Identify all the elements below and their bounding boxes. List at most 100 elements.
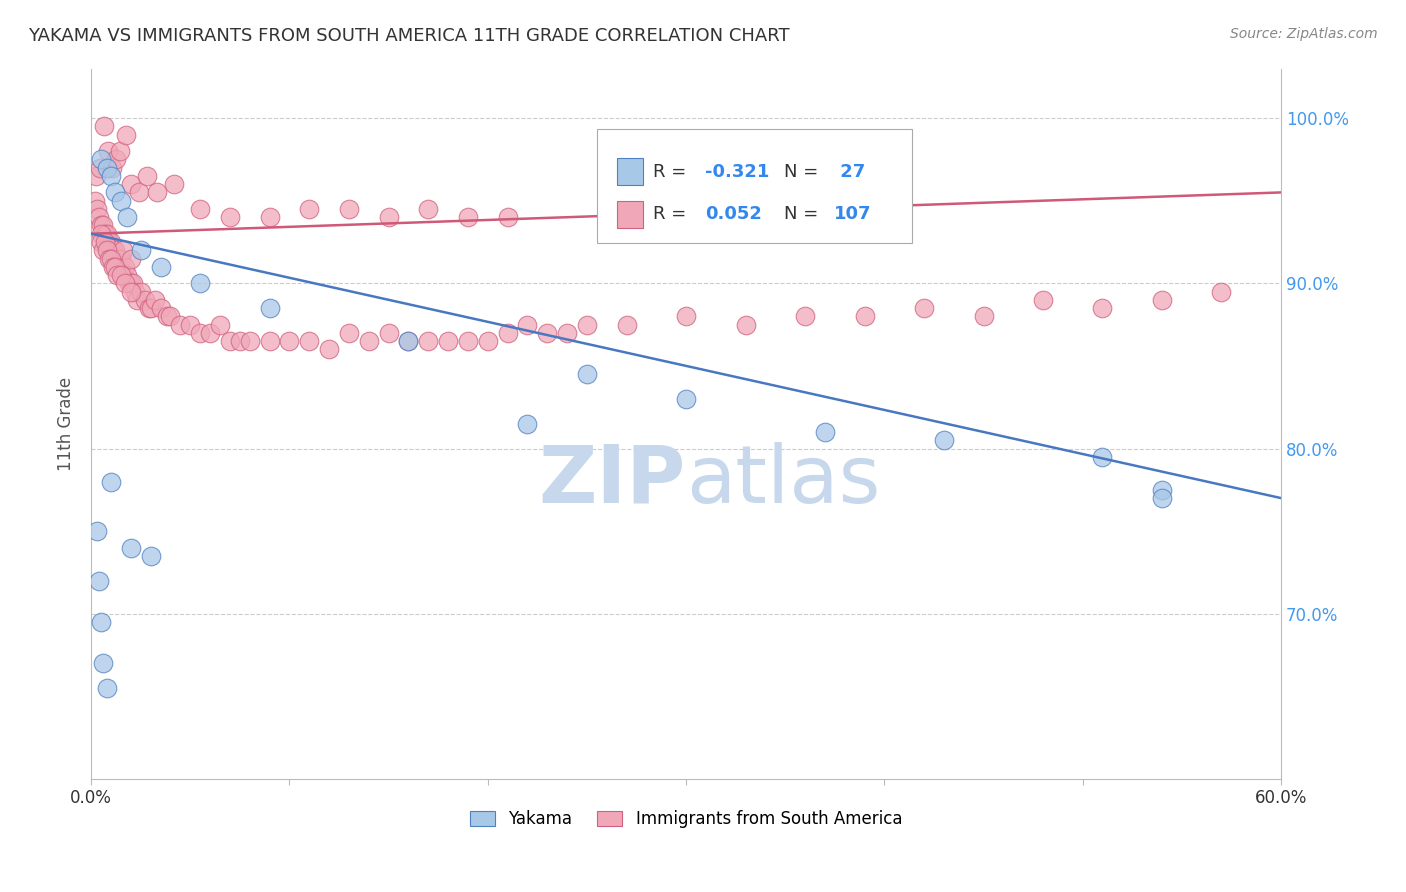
Point (111, 268, 134, 282)
Point (675, 310, 697, 324)
Point (575, 367, 598, 381)
Point (84, 169, 107, 183)
Text: atlas: atlas (686, 442, 880, 519)
Point (100, 235, 122, 249)
Point (298, 334, 321, 348)
Point (155, 310, 177, 324)
Point (616, 318, 638, 332)
Point (794, 310, 817, 324)
Point (318, 343, 340, 357)
Point (1032, 293, 1054, 307)
Point (575, 318, 598, 332)
Text: YAKAMA VS IMMIGRANTS FROM SOUTH AMERICA 11TH GRADE CORRELATION CHART: YAKAMA VS IMMIGRANTS FROM SOUTH AMERICA … (28, 27, 790, 45)
Point (104, 186, 127, 200)
Point (128, 186, 150, 200)
Point (100, 169, 122, 183)
Point (135, 169, 157, 183)
Point (496, 326, 519, 340)
Point (91, 219, 114, 233)
Point (98, 235, 121, 249)
Point (396, 334, 419, 348)
Point (86, 524, 108, 538)
Point (298, 202, 321, 216)
FancyBboxPatch shape (617, 158, 643, 185)
Point (90, 219, 112, 233)
Point (90, 227, 112, 241)
Point (87, 574, 110, 588)
Point (125, 293, 148, 307)
Point (105, 252, 128, 266)
Point (100, 252, 122, 266)
Point (101, 244, 124, 258)
Point (86, 202, 108, 216)
Point (1091, 301, 1114, 315)
Point (188, 277, 211, 291)
Point (477, 334, 499, 348)
Point (149, 301, 172, 315)
Point (118, 277, 141, 291)
FancyBboxPatch shape (617, 201, 643, 227)
Point (138, 301, 160, 315)
Point (1150, 491, 1173, 505)
Point (129, 285, 152, 299)
Text: -0.321: -0.321 (704, 162, 769, 180)
Point (457, 211, 479, 225)
Legend: Yakama, Immigrants from South America: Yakama, Immigrants from South America (464, 803, 908, 835)
Point (536, 326, 558, 340)
Point (108, 260, 131, 274)
Point (101, 260, 124, 274)
Point (912, 301, 935, 315)
Text: N =: N = (783, 205, 824, 223)
Point (229, 334, 252, 348)
Point (555, 326, 578, 340)
Point (115, 128, 138, 142)
Point (516, 318, 538, 332)
Point (104, 153, 127, 167)
Point (814, 425, 837, 439)
Point (94, 235, 117, 249)
Point (179, 318, 201, 332)
Text: N =: N = (783, 162, 824, 180)
Text: R =: R = (652, 162, 692, 180)
Point (90, 153, 112, 167)
Point (219, 334, 242, 348)
Point (139, 549, 162, 563)
Point (111, 244, 134, 258)
Point (108, 144, 131, 158)
Point (104, 260, 127, 274)
Point (145, 186, 167, 200)
Point (516, 417, 538, 431)
Point (124, 285, 146, 299)
Point (1211, 285, 1233, 299)
Point (1150, 483, 1173, 497)
Point (120, 541, 142, 555)
Point (259, 211, 281, 225)
Point (114, 277, 136, 291)
Text: R =: R = (652, 205, 692, 223)
Point (437, 334, 460, 348)
Point (337, 202, 360, 216)
Point (457, 334, 479, 348)
Point (496, 211, 519, 225)
Point (932, 434, 955, 448)
Point (110, 194, 132, 208)
Point (198, 326, 221, 340)
Point (143, 293, 166, 307)
Point (219, 211, 242, 225)
FancyBboxPatch shape (596, 129, 912, 243)
Point (278, 334, 301, 348)
Point (734, 318, 756, 332)
Point (418, 202, 440, 216)
Point (188, 202, 211, 216)
Point (188, 326, 211, 340)
Point (110, 268, 132, 282)
Point (1091, 450, 1114, 464)
Point (120, 177, 142, 191)
Point (163, 177, 186, 191)
Point (104, 244, 127, 258)
Text: Source: ZipAtlas.com: Source: ZipAtlas.com (1230, 27, 1378, 41)
Point (114, 260, 136, 274)
Point (96, 681, 118, 695)
Point (120, 285, 142, 299)
Point (1150, 293, 1173, 307)
